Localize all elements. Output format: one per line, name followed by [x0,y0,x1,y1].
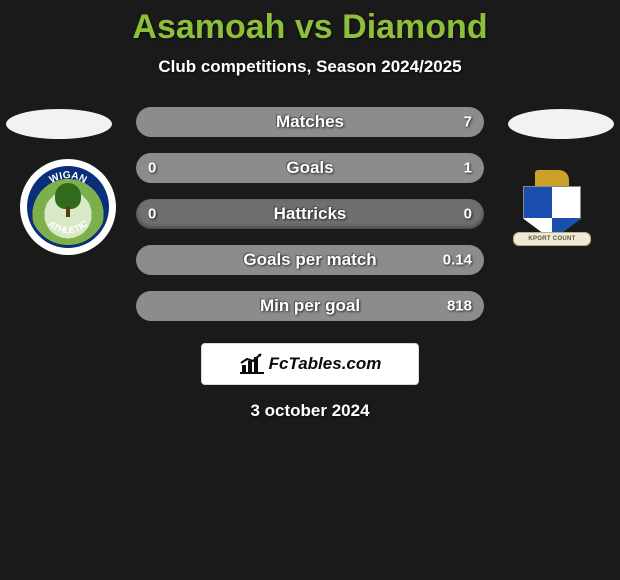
page-title: Asamoah vs Diamond [0,0,620,47]
stat-row: Hattricks 0 0 [136,199,484,229]
stat-label: Goals per match [243,250,376,270]
stat-value-right: 7 [464,114,472,131]
trunk-icon [66,207,70,217]
stat-value-right: 818 [447,298,472,315]
stat-label: Hattricks [274,204,347,224]
stat-value-left: 0 [148,206,156,223]
tree-icon [55,183,81,209]
crest-right-banner: KPORT COUNT [513,232,591,246]
svg-text:ATHLETIC: ATHLETIC [46,218,90,235]
player-ellipse-left [6,109,112,139]
club-crest-right: KPORT COUNT [504,159,600,255]
stat-value-right: 1 [464,160,472,177]
player-ellipse-right [508,109,614,139]
page-subtitle: Club competitions, Season 2024/2025 [0,57,620,77]
date-text: 3 october 2024 [0,401,620,421]
club-crest-right-graphic: KPORT COUNT [509,164,595,250]
stat-value-right: 0.14 [443,252,472,269]
stat-row: Goals per match 0.14 [136,245,484,275]
brand-text: FcTables.com [269,354,382,374]
stat-row: Goals 0 1 [136,153,484,183]
club-crest-left-graphic: WIGAN ATHLETIC [27,166,109,248]
stat-value-right: 0 [464,206,472,223]
chart-icon [239,353,265,375]
stat-value-left: 0 [148,160,156,177]
stat-row: Matches 7 [136,107,484,137]
stat-rows: Matches 7 Goals 0 1 Hattricks 0 0 Goals per matc… [136,107,484,321]
stat-label: Matches [276,112,344,132]
comparison-panel: WIGAN ATHLETIC KPORT COUNT Matches 7 Goals… [0,107,620,421]
stat-label: Goals [286,158,333,178]
stat-label: Min per goal [260,296,360,316]
brand-box: FcTables.com [201,343,419,385]
club-crest-left: WIGAN ATHLETIC [20,159,116,255]
stat-row: Min per goal 818 [136,291,484,321]
